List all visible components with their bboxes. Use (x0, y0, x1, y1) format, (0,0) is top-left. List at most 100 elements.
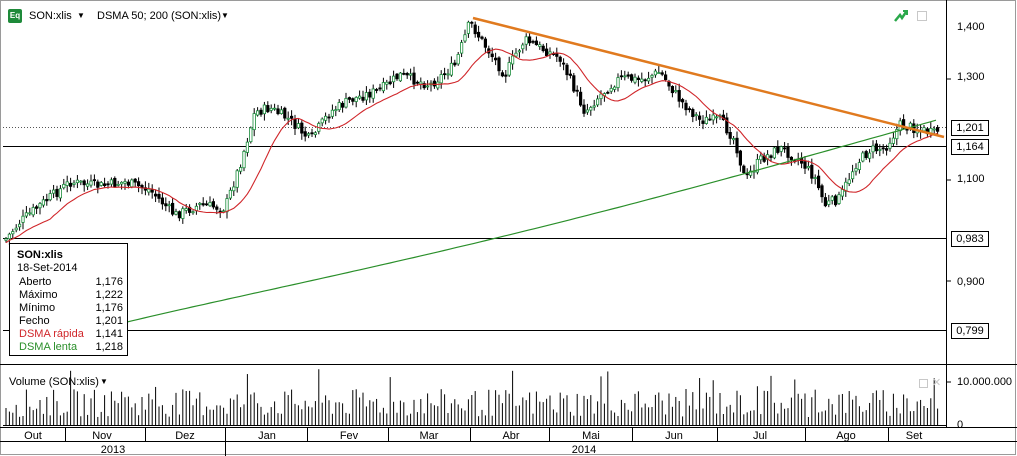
candle-body (664, 74, 668, 81)
candle-body (517, 50, 522, 53)
candle-body (395, 73, 399, 80)
equity-icon[interactable]: Eq (8, 9, 22, 23)
candle-body (738, 150, 743, 166)
candle-body (368, 91, 372, 98)
candle-body (147, 188, 151, 193)
candle-body (619, 75, 624, 78)
low-level-price-tag: 0,983 (951, 231, 989, 247)
candle-body (670, 86, 675, 94)
candle-body (126, 181, 130, 186)
candle-body (283, 107, 287, 119)
candle-body (905, 128, 909, 131)
candle-body (759, 155, 763, 161)
candle-body (436, 81, 440, 89)
candle-body (120, 181, 124, 185)
candle-body (17, 223, 22, 228)
month-label: Abr (502, 430, 520, 442)
candle-body (255, 110, 260, 116)
bottom-level-price-tag: 0,799 (951, 323, 989, 339)
candle-body (500, 72, 505, 77)
candle-body (643, 79, 647, 82)
symbol-dropdown-icon[interactable]: ▼ (77, 11, 85, 20)
candle-body (374, 89, 379, 91)
candle-body (851, 171, 855, 180)
candle-body (96, 181, 100, 188)
candle-body (483, 38, 488, 48)
candle-body (684, 102, 688, 111)
maximize-icon[interactable] (917, 11, 927, 21)
month-label: Set (905, 430, 923, 442)
candle-body (170, 202, 175, 215)
candle-body (640, 78, 644, 82)
candle-body (130, 179, 134, 188)
candle-body (708, 118, 712, 121)
month-label: Out (24, 430, 42, 442)
candle-body (388, 81, 392, 85)
month-label: Jun (665, 430, 683, 442)
candle-body (864, 151, 868, 159)
info-date: 18-Set-2014 (17, 262, 78, 274)
candle-body (813, 177, 817, 179)
volume-title[interactable]: Volume (SON:xlis) (9, 376, 99, 388)
candle-body (289, 115, 294, 119)
candle-body (881, 147, 885, 150)
candle-body (201, 203, 205, 206)
candle-body (837, 194, 841, 204)
indicator-dropdown-icon[interactable]: ▼ (221, 11, 229, 20)
volume-maximize-icon[interactable] (919, 379, 928, 388)
candle-body (633, 76, 637, 83)
candle-body (208, 202, 212, 207)
info-row-low: Mínimo 1,176 (19, 302, 123, 314)
candle-body (786, 146, 790, 158)
candle-body (79, 180, 83, 183)
candle-body (198, 202, 202, 205)
candle-body (847, 179, 851, 184)
candle-body (320, 118, 324, 124)
candle-body (415, 81, 420, 84)
candle-body (153, 193, 158, 197)
price-tick: 1,300 (957, 71, 985, 83)
candle-body (558, 56, 562, 62)
candle-body (528, 36, 532, 44)
candle-body (728, 131, 732, 139)
candle-body (888, 142, 892, 149)
candle-body (351, 98, 355, 102)
month-label: Mai (582, 430, 600, 442)
candle-body (609, 87, 613, 92)
candle-body (293, 118, 297, 129)
candle-body (636, 77, 641, 80)
candle-body (538, 44, 542, 47)
candle-body (266, 105, 270, 113)
symbol-selector[interactable]: SON:xlis (29, 10, 72, 22)
candle-body (630, 74, 634, 81)
candle-body (215, 206, 219, 210)
volume-close-icon[interactable]: ✕ (932, 377, 942, 389)
candle-body (35, 206, 39, 209)
candle-body (895, 129, 899, 140)
candle-body (45, 198, 49, 202)
candle-body (14, 227, 18, 231)
candle-body (891, 137, 896, 144)
indicator-selector[interactable]: DSMA 50; 200 (SON:xlis) (97, 10, 222, 22)
candle-body (41, 199, 46, 206)
candle-body (772, 147, 777, 159)
candle-body (789, 156, 794, 161)
info-row-open: Aberto 1,176 (19, 276, 123, 288)
volume-tick-zero: 0 (957, 419, 964, 431)
trend-arrow-icon[interactable] (894, 9, 908, 23)
candle-body (204, 203, 209, 206)
candle-body (218, 210, 222, 213)
candle-body (58, 188, 63, 199)
candle-body (323, 115, 328, 121)
candle-body (653, 70, 658, 76)
candle-body (735, 137, 739, 154)
volume-dropdown-icon[interactable]: ▼ (100, 377, 108, 386)
candle-body (228, 189, 232, 199)
candle-body (72, 182, 76, 185)
candle-body (306, 133, 311, 136)
candle-body (840, 189, 845, 197)
candle-body (402, 72, 406, 75)
candle-body (408, 73, 413, 76)
candle-body (99, 182, 103, 186)
